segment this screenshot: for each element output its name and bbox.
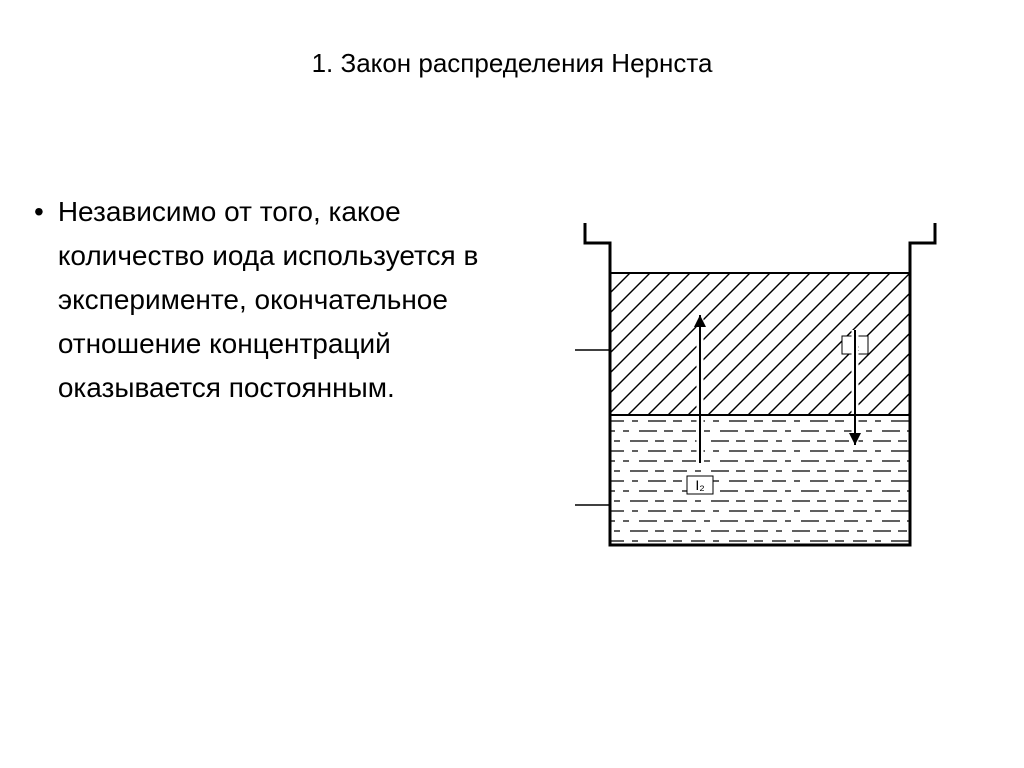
slide: 1. Закон распределения Нернста • Независ…: [0, 0, 1024, 768]
body-text: • Независимо от того, какое количество и…: [30, 190, 500, 410]
bullet-dot: •: [34, 190, 44, 234]
beaker-diagram: I₂I₂: [555, 215, 965, 565]
slide-title: 1. Закон распределения Нернста: [0, 48, 1024, 79]
bullet-text: Независимо от того, какое количество иод…: [58, 190, 500, 410]
bullet-item: • Независимо от того, какое количество и…: [30, 190, 500, 410]
svg-text:I₂: I₂: [695, 477, 704, 493]
